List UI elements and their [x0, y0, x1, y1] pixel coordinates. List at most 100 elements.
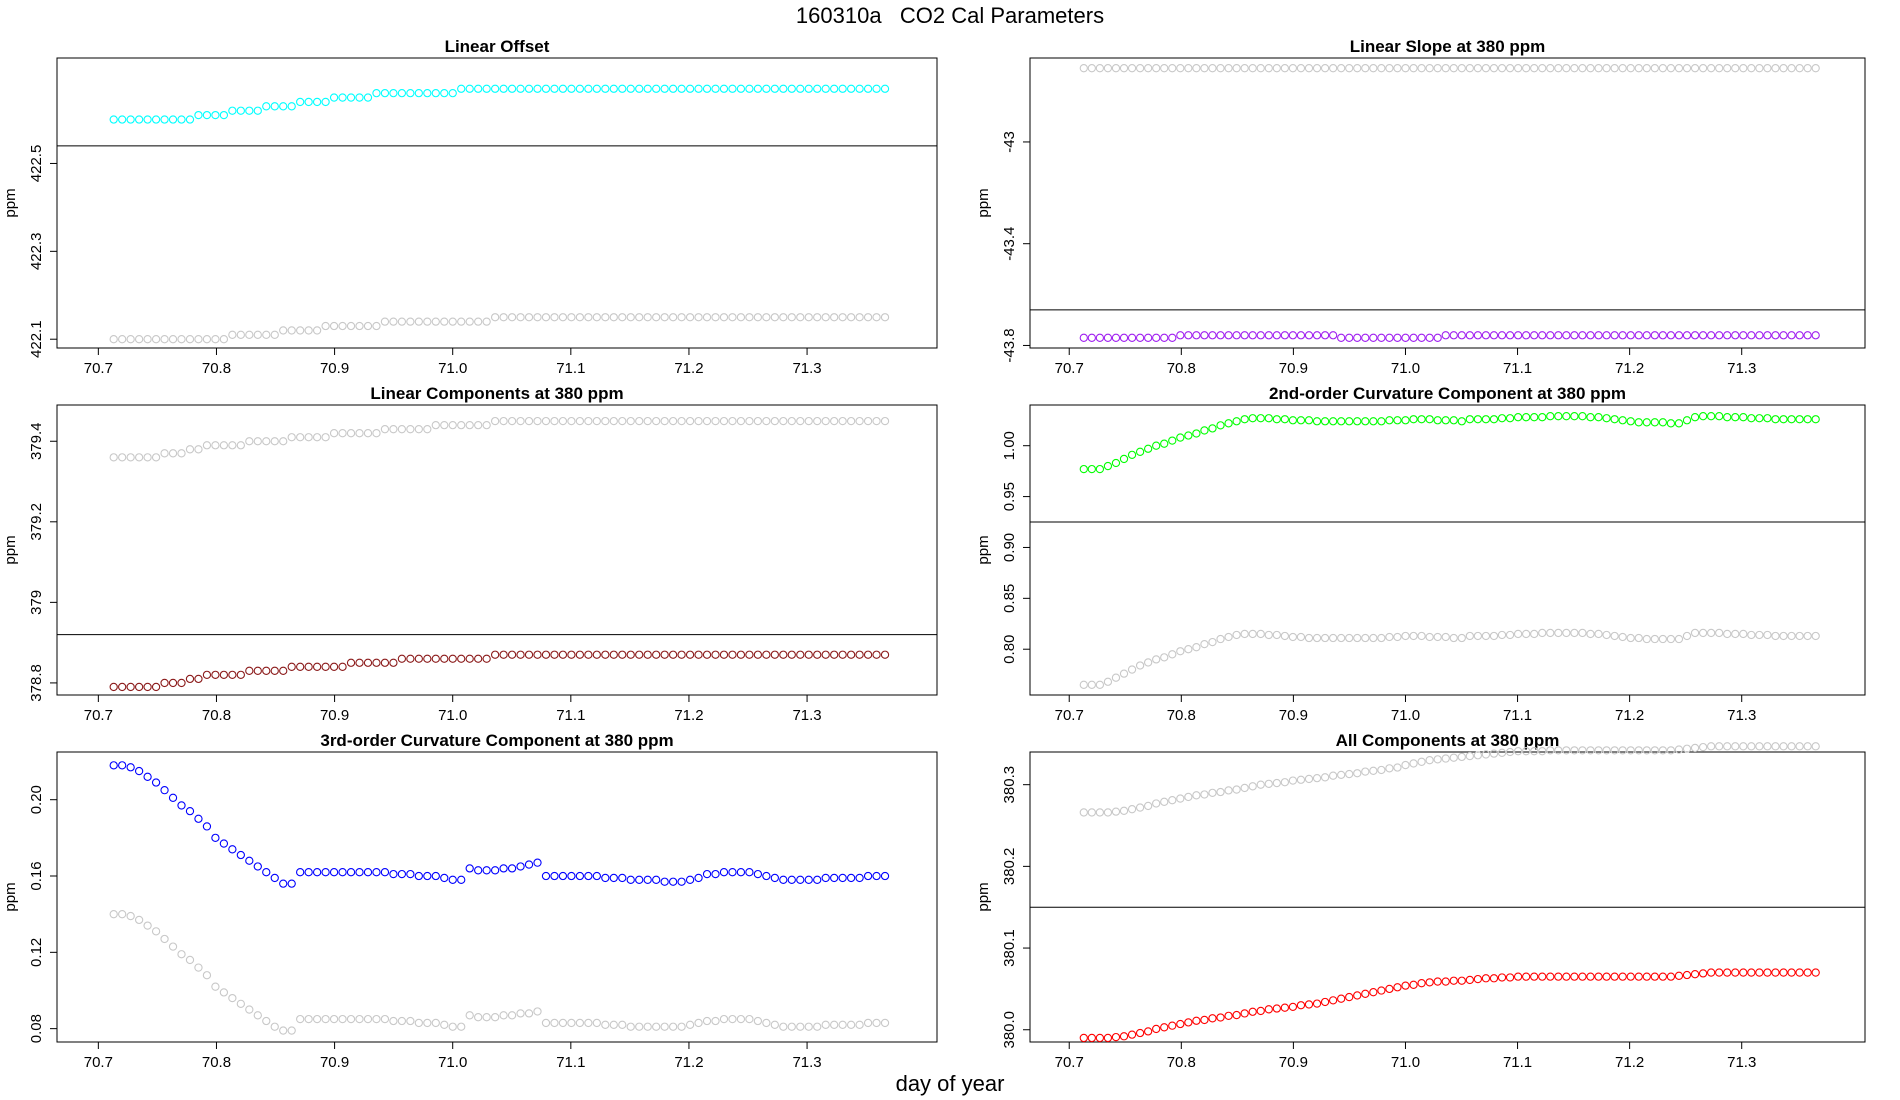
- data-point: [1127, 450, 1137, 460]
- data-point: [609, 650, 618, 659]
- data-point: [1240, 415, 1249, 424]
- y-tick-label: -43: [1001, 131, 1018, 153]
- data-point: [1369, 633, 1378, 643]
- data-point: [1586, 331, 1595, 340]
- data-point: [728, 313, 737, 322]
- x-tick-label: 71.0: [438, 1054, 467, 1071]
- data-point: [1200, 64, 1209, 73]
- data-point: [1168, 64, 1177, 73]
- data-point: [1779, 742, 1788, 751]
- data-point: [287, 879, 296, 888]
- chart-panel-1: Linear Offset 70.7 70.8 70.9 71.0 71.1 71.2 71.…: [2, 37, 938, 377]
- data-point: [431, 317, 440, 326]
- data-point: [1706, 968, 1716, 977]
- data-point: [1401, 416, 1410, 425]
- data-point: [516, 416, 525, 426]
- data-point: [1417, 64, 1426, 73]
- data-point: [1747, 968, 1756, 977]
- y-tick-label: 379.4: [28, 422, 45, 460]
- data-point: [1626, 417, 1635, 426]
- data-point: [702, 313, 712, 322]
- data-point: [1111, 807, 1121, 816]
- data-point: [440, 873, 449, 883]
- data-point: [296, 662, 305, 671]
- data-point: [1433, 64, 1442, 73]
- data-point: [1425, 756, 1434, 765]
- data-point: [1361, 333, 1370, 342]
- x-tick-label: 71.1: [1503, 707, 1532, 724]
- data-point: [745, 1014, 754, 1024]
- data-point: [457, 84, 466, 93]
- series-1: [109, 761, 890, 888]
- data-point: [575, 871, 585, 881]
- data-point: [1538, 331, 1547, 340]
- series-2: [1079, 331, 1820, 342]
- data-point: [296, 868, 305, 877]
- data-point: [474, 317, 483, 326]
- data-point: [507, 864, 517, 873]
- data-point: [1248, 1007, 1257, 1016]
- data-point: [609, 1020, 618, 1029]
- x-tick-label: 71.2: [1615, 707, 1644, 724]
- data-point: [1682, 64, 1692, 73]
- data-point: [1634, 331, 1643, 340]
- data-point: [1256, 629, 1265, 639]
- data-point: [1240, 629, 1249, 639]
- data-point: [1143, 64, 1153, 73]
- data-point: [1610, 972, 1619, 981]
- data-point: [270, 437, 279, 446]
- data-point: [668, 650, 678, 659]
- data-point: [253, 106, 262, 115]
- data-point: [719, 416, 729, 426]
- data-point: [668, 313, 678, 322]
- data-point: [1465, 64, 1474, 73]
- data-point: [1224, 1011, 1233, 1021]
- data-point: [1634, 972, 1643, 981]
- data-point: [1706, 628, 1716, 638]
- data-point: [1505, 747, 1515, 757]
- data-point: [279, 666, 288, 675]
- data-point: [118, 335, 127, 344]
- data-point: [1618, 632, 1627, 642]
- data-point: [211, 110, 220, 120]
- data-point: [1232, 785, 1241, 794]
- data-point: [830, 313, 839, 322]
- data-point: [575, 1018, 585, 1028]
- data-point: [389, 317, 398, 326]
- data-point: [1385, 416, 1394, 425]
- data-point: [1135, 447, 1145, 456]
- y-tick-label: 380.2: [1001, 848, 1018, 886]
- data-point: [1232, 630, 1241, 640]
- data-point: [380, 317, 390, 326]
- data-point: [1473, 974, 1483, 984]
- data-point: [185, 445, 195, 454]
- data-point: [185, 115, 195, 124]
- data-point: [1562, 746, 1571, 755]
- data-point: [1570, 628, 1579, 638]
- data-point: [414, 425, 423, 434]
- data-point: [1763, 968, 1772, 977]
- data-point: [533, 1007, 542, 1016]
- data-point: [287, 662, 296, 671]
- data-point: [1602, 630, 1611, 640]
- plot-frame: [1029, 404, 1866, 696]
- data-point: [245, 666, 254, 675]
- data-point: [406, 1016, 415, 1026]
- data-point: [702, 1016, 712, 1026]
- data-point: [1731, 629, 1740, 639]
- data-point: [1698, 64, 1708, 73]
- data-point: [1176, 331, 1185, 340]
- data-point: [465, 420, 474, 430]
- data-point: [1441, 416, 1450, 425]
- data-point: [1465, 751, 1474, 761]
- chart-panel-5: 3rd-order Curvature Component at 380 ppm…: [2, 731, 938, 1071]
- data-point: [126, 763, 135, 772]
- data-point: [1264, 414, 1273, 423]
- data-point: [338, 1014, 347, 1024]
- data-point: [524, 313, 534, 322]
- x-tick-label: 71.2: [674, 1054, 703, 1071]
- data-point: [1160, 1023, 1169, 1032]
- data-point: [329, 662, 339, 671]
- data-point: [457, 875, 466, 884]
- data-point: [1642, 972, 1651, 981]
